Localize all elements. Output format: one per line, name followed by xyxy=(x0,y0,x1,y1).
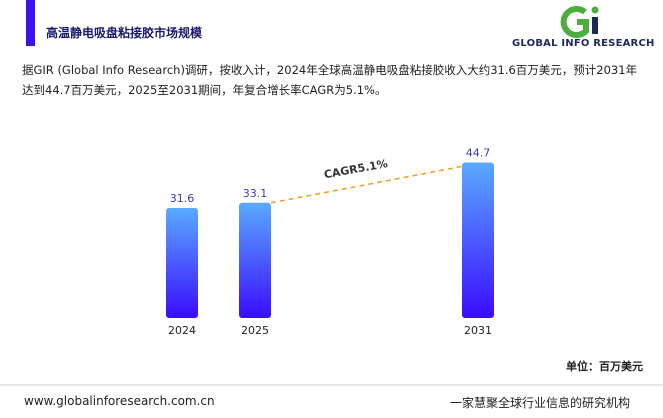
value-label: 33.1 xyxy=(243,187,268,200)
logo-dot xyxy=(591,6,599,14)
footer-website: www.globalinforesearch.com.cn xyxy=(24,394,215,408)
x-tick-label: 2024 xyxy=(168,324,196,337)
title-accent xyxy=(26,0,35,46)
logo-i xyxy=(592,17,598,34)
brand: GLOBAL INFO RESEARCH xyxy=(512,38,655,49)
chart-title: 高温静电吸盘粘接胶市场规模 xyxy=(46,26,203,40)
logo-g xyxy=(560,5,589,38)
value-label: 44.7 xyxy=(466,146,491,159)
footer-slogan: 一家慧聚全球行业信息的研究机构 xyxy=(450,396,631,410)
value-label: 31.6 xyxy=(170,192,195,205)
x-tick-label: 2031 xyxy=(464,324,492,337)
bar xyxy=(462,162,494,318)
cagr-line xyxy=(270,165,463,204)
logo xyxy=(560,5,599,38)
unit-label: 单位：百万美元 xyxy=(566,360,643,373)
bar xyxy=(166,208,198,318)
cagr-label: CAGR5.1% xyxy=(323,157,389,181)
x-tick-label: 2025 xyxy=(241,324,269,337)
bar xyxy=(239,202,271,318)
description: 据GIR (Global Info Research)调研，按收入计，2024年… xyxy=(22,63,638,97)
